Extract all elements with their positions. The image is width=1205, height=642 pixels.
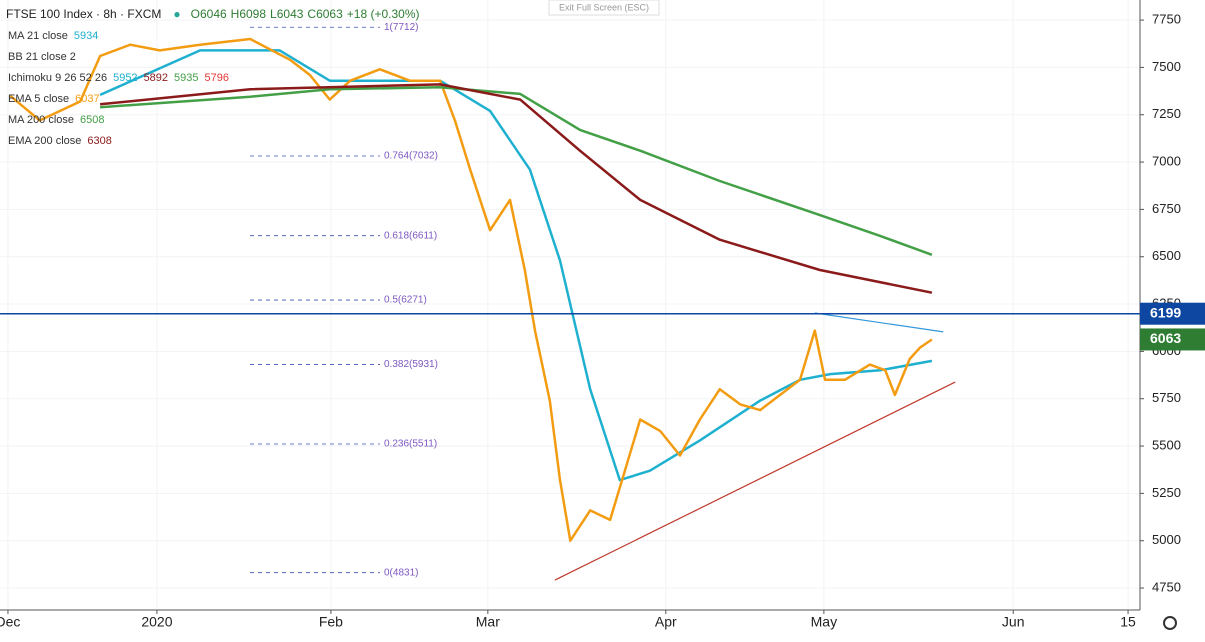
legend-name: MA 21 close [8, 30, 68, 42]
legend-entry: MA 200 close 6508 [8, 114, 105, 126]
x-tick-label: Jun [1002, 614, 1025, 630]
legend-name: BB 21 close 2 [8, 51, 76, 63]
legend-value: 6037 [75, 93, 99, 105]
series-line [100, 86, 933, 256]
legend-value: 5892 [144, 72, 168, 84]
x-tick-label: May [811, 614, 837, 630]
legend-name: EMA 5 close [8, 93, 69, 105]
x-tick-label: Mar [476, 614, 500, 630]
y-tick-label: 6750 [1152, 201, 1181, 216]
x-tick-label: Dec [0, 614, 20, 630]
price-tag-label: 6063 [1150, 330, 1181, 346]
fib-label: 0.5(6271) [384, 295, 427, 306]
header: FTSE 100 Index · 8h · FXCM ● O6046 H6098 L60… [6, 7, 420, 21]
y-tick-label: 5750 [1152, 390, 1181, 405]
y-tick-label: 5250 [1152, 485, 1181, 500]
series-line [814, 312, 944, 333]
fib-label: 0.382(5931) [384, 359, 438, 370]
ohlc-value: L6043 [270, 7, 304, 21]
ohlc-value: H6098 [231, 7, 267, 21]
y-tick-label: 7750 [1152, 12, 1181, 27]
legend-value: 5934 [74, 30, 98, 42]
legend-name: Ichimoku 9 26 52 26 [8, 72, 107, 84]
exit-button[interactable] [548, 0, 660, 16]
x-tick-label: 15 [1120, 614, 1136, 630]
series-line [554, 381, 956, 581]
legend-value: 5952 [113, 72, 137, 84]
y-tick-label: 5000 [1152, 532, 1181, 547]
y-tick-label: 7000 [1152, 153, 1181, 168]
symbol: FTSE 100 Index · 8h · FXCM [6, 7, 161, 21]
fib-label: 0.618(6611) [384, 230, 437, 241]
y-tick-label: 7250 [1152, 106, 1181, 121]
fib-label: 0.764(7032) [384, 151, 438, 162]
legend-value: 5796 [205, 72, 229, 84]
series-line [9, 37, 933, 542]
fib-label: 0.236(5511) [384, 439, 437, 450]
series-line [99, 83, 933, 294]
price-tag-label: 6199 [1150, 304, 1181, 320]
y-tick-label: 7500 [1152, 59, 1181, 74]
series-line [99, 49, 933, 482]
legend-entry: EMA 200 close 6308 [8, 135, 112, 147]
legend-value: 6508 [80, 114, 104, 126]
y-tick-label: 5500 [1152, 437, 1181, 452]
fib-label: 1(7712) [384, 22, 418, 33]
legend-value: 6308 [87, 135, 111, 147]
price-tag [1140, 302, 1205, 325]
ohlc-value: C6063 [307, 7, 343, 21]
ohlc-value: +18 (+0.30%) [347, 7, 420, 21]
x-tick-label: 2020 [141, 614, 172, 630]
settings-icon[interactable] [1163, 616, 1177, 630]
status-dot: ● [173, 7, 180, 21]
y-tick-label: 4750 [1152, 579, 1181, 594]
exit-button-label[interactable]: Exit Full Screen (ESC) [559, 2, 649, 12]
legend-entry: Ichimoku 9 26 52 26 5952 5892 5935 5796 [8, 72, 229, 84]
x-tick-label: Feb [319, 614, 343, 630]
legend-name: EMA 200 close [8, 135, 81, 147]
price-tag [1140, 328, 1205, 351]
legend-entry: EMA 5 close 6037 [8, 93, 100, 105]
legend-value: 5935 [174, 72, 198, 84]
ohlc-value: O6046 [191, 7, 227, 21]
y-tick-label: 6500 [1152, 248, 1181, 263]
legend-name: MA 200 close [8, 114, 74, 126]
legend-entry: BB 21 close 2 [8, 51, 76, 63]
fib-label: 0(4831) [384, 567, 418, 578]
legend-entry: MA 21 close 5934 [8, 30, 98, 42]
x-tick-label: Apr [655, 614, 677, 630]
